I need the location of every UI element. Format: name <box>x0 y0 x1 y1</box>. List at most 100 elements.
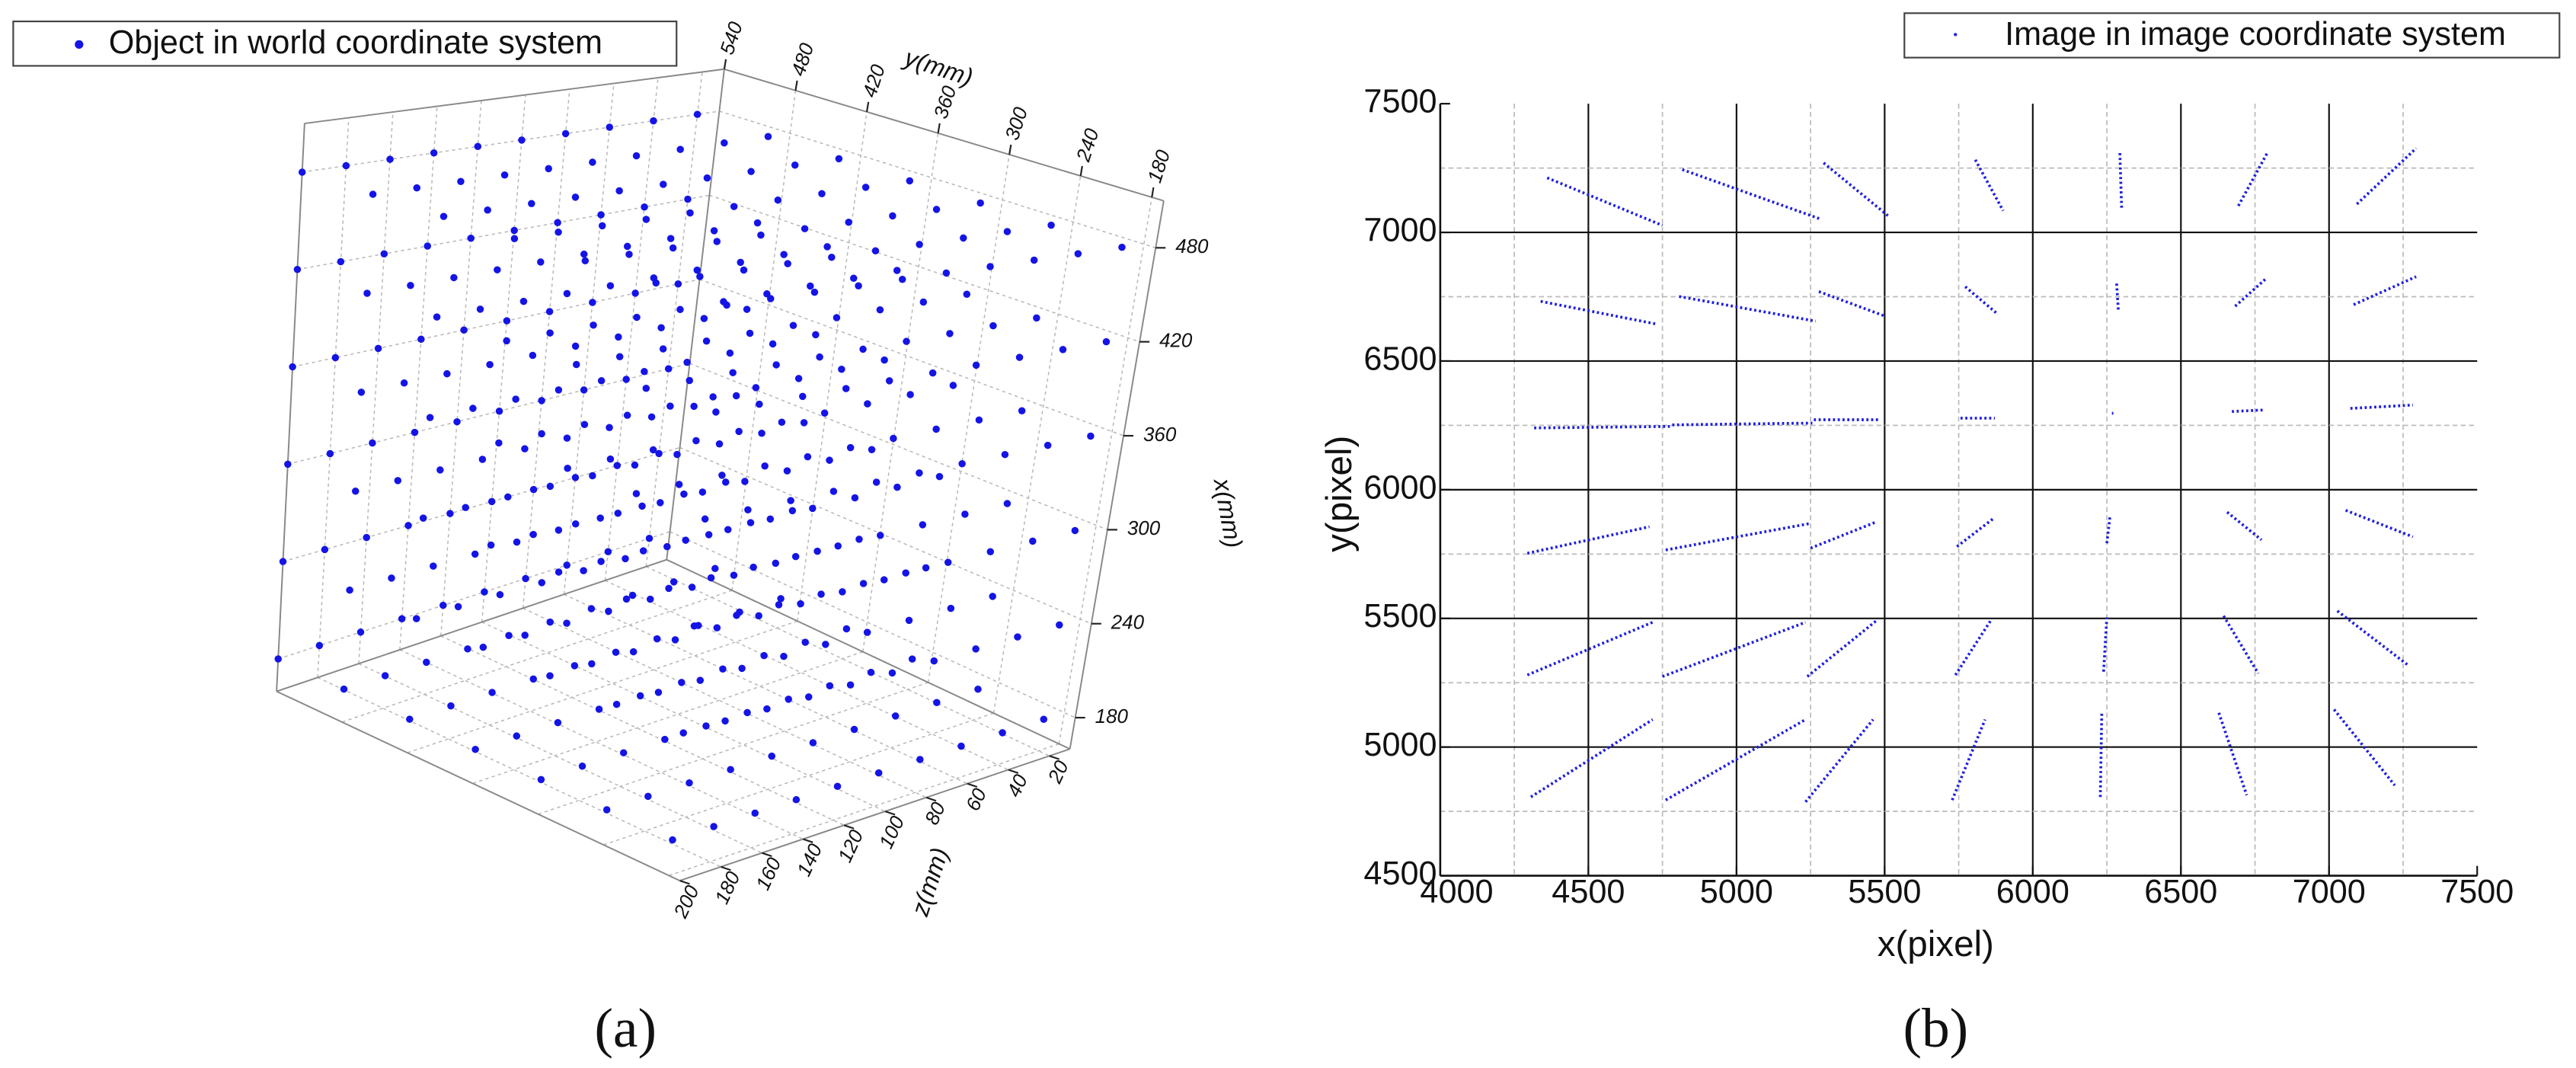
y-tick-label: 7500 <box>1363 84 1437 120</box>
point <box>735 427 743 436</box>
point <box>571 474 580 481</box>
point <box>555 526 563 534</box>
grid-line <box>399 106 438 651</box>
point <box>326 449 334 458</box>
point <box>723 301 730 309</box>
point <box>521 632 529 639</box>
grid-line <box>862 133 939 652</box>
grid-line <box>522 88 570 609</box>
point <box>479 643 487 651</box>
point <box>388 574 395 582</box>
point <box>690 402 698 411</box>
z-axis-title: z(mm) <box>906 844 954 919</box>
point <box>1059 346 1067 353</box>
point <box>740 266 748 274</box>
point <box>598 222 606 230</box>
point <box>538 430 545 438</box>
x-axis-title: x(pixel) <box>1878 924 1994 964</box>
point <box>315 641 324 650</box>
point <box>946 330 954 337</box>
point <box>430 149 438 157</box>
point <box>374 344 382 353</box>
point <box>597 211 605 219</box>
point <box>447 702 455 710</box>
point <box>730 203 738 210</box>
point <box>743 305 751 313</box>
point <box>522 574 529 583</box>
point <box>891 712 900 720</box>
point <box>932 425 940 433</box>
point <box>554 718 562 727</box>
point <box>777 595 785 603</box>
point <box>615 353 624 361</box>
box-edge <box>666 69 725 560</box>
point <box>761 462 769 470</box>
point <box>890 434 897 443</box>
point <box>495 408 503 415</box>
point <box>623 411 631 419</box>
grid-line <box>645 566 1050 756</box>
z-tick-label: 80 <box>922 799 951 828</box>
point <box>974 685 982 693</box>
grid-line <box>992 175 1082 714</box>
point <box>546 329 554 337</box>
grid-line <box>481 94 526 622</box>
point <box>942 269 951 277</box>
point <box>755 612 762 620</box>
point <box>652 279 660 287</box>
y-tick-label: 4500 <box>1363 855 1437 892</box>
point <box>893 483 901 491</box>
point <box>935 472 944 481</box>
y-tick-label: 6000 <box>1363 469 1437 506</box>
point <box>500 171 509 179</box>
point <box>788 507 797 515</box>
y-tick-label: 180 <box>1144 147 1175 185</box>
point <box>505 632 513 639</box>
point <box>471 746 479 753</box>
point <box>834 542 842 550</box>
point-trail <box>1823 161 1889 217</box>
grid-line <box>797 111 868 622</box>
point <box>906 177 914 185</box>
point <box>1118 243 1126 251</box>
y-tick-label: 5500 <box>1363 598 1437 635</box>
point <box>510 226 518 235</box>
point <box>331 353 340 362</box>
point <box>571 193 580 201</box>
point <box>999 729 1006 737</box>
point <box>619 749 628 756</box>
point <box>563 619 570 627</box>
point-trail <box>1661 621 1807 678</box>
point <box>758 430 765 437</box>
point <box>407 281 414 289</box>
point <box>580 567 587 574</box>
point <box>649 446 657 454</box>
point <box>413 184 421 192</box>
point <box>642 384 650 392</box>
grid-line <box>317 117 350 678</box>
point <box>713 624 721 632</box>
point <box>807 282 814 290</box>
point <box>775 601 783 609</box>
point <box>721 717 729 725</box>
point <box>1102 337 1111 346</box>
point <box>989 321 997 330</box>
tick-mark <box>937 123 941 134</box>
tick-mark <box>1008 769 1019 774</box>
point <box>1040 715 1048 724</box>
point <box>693 266 702 274</box>
box-edge <box>276 123 305 692</box>
point <box>780 652 788 660</box>
point <box>801 225 809 232</box>
point <box>453 417 461 426</box>
point <box>767 295 775 302</box>
point <box>597 377 606 385</box>
point <box>829 488 838 495</box>
x-tick-label: 4000 <box>1420 874 1493 910</box>
point <box>538 579 546 587</box>
y-axis-title: y(pixel) <box>1319 436 1360 552</box>
point <box>851 494 859 502</box>
point <box>406 715 414 723</box>
grid-line <box>668 743 1059 877</box>
point <box>690 622 698 630</box>
